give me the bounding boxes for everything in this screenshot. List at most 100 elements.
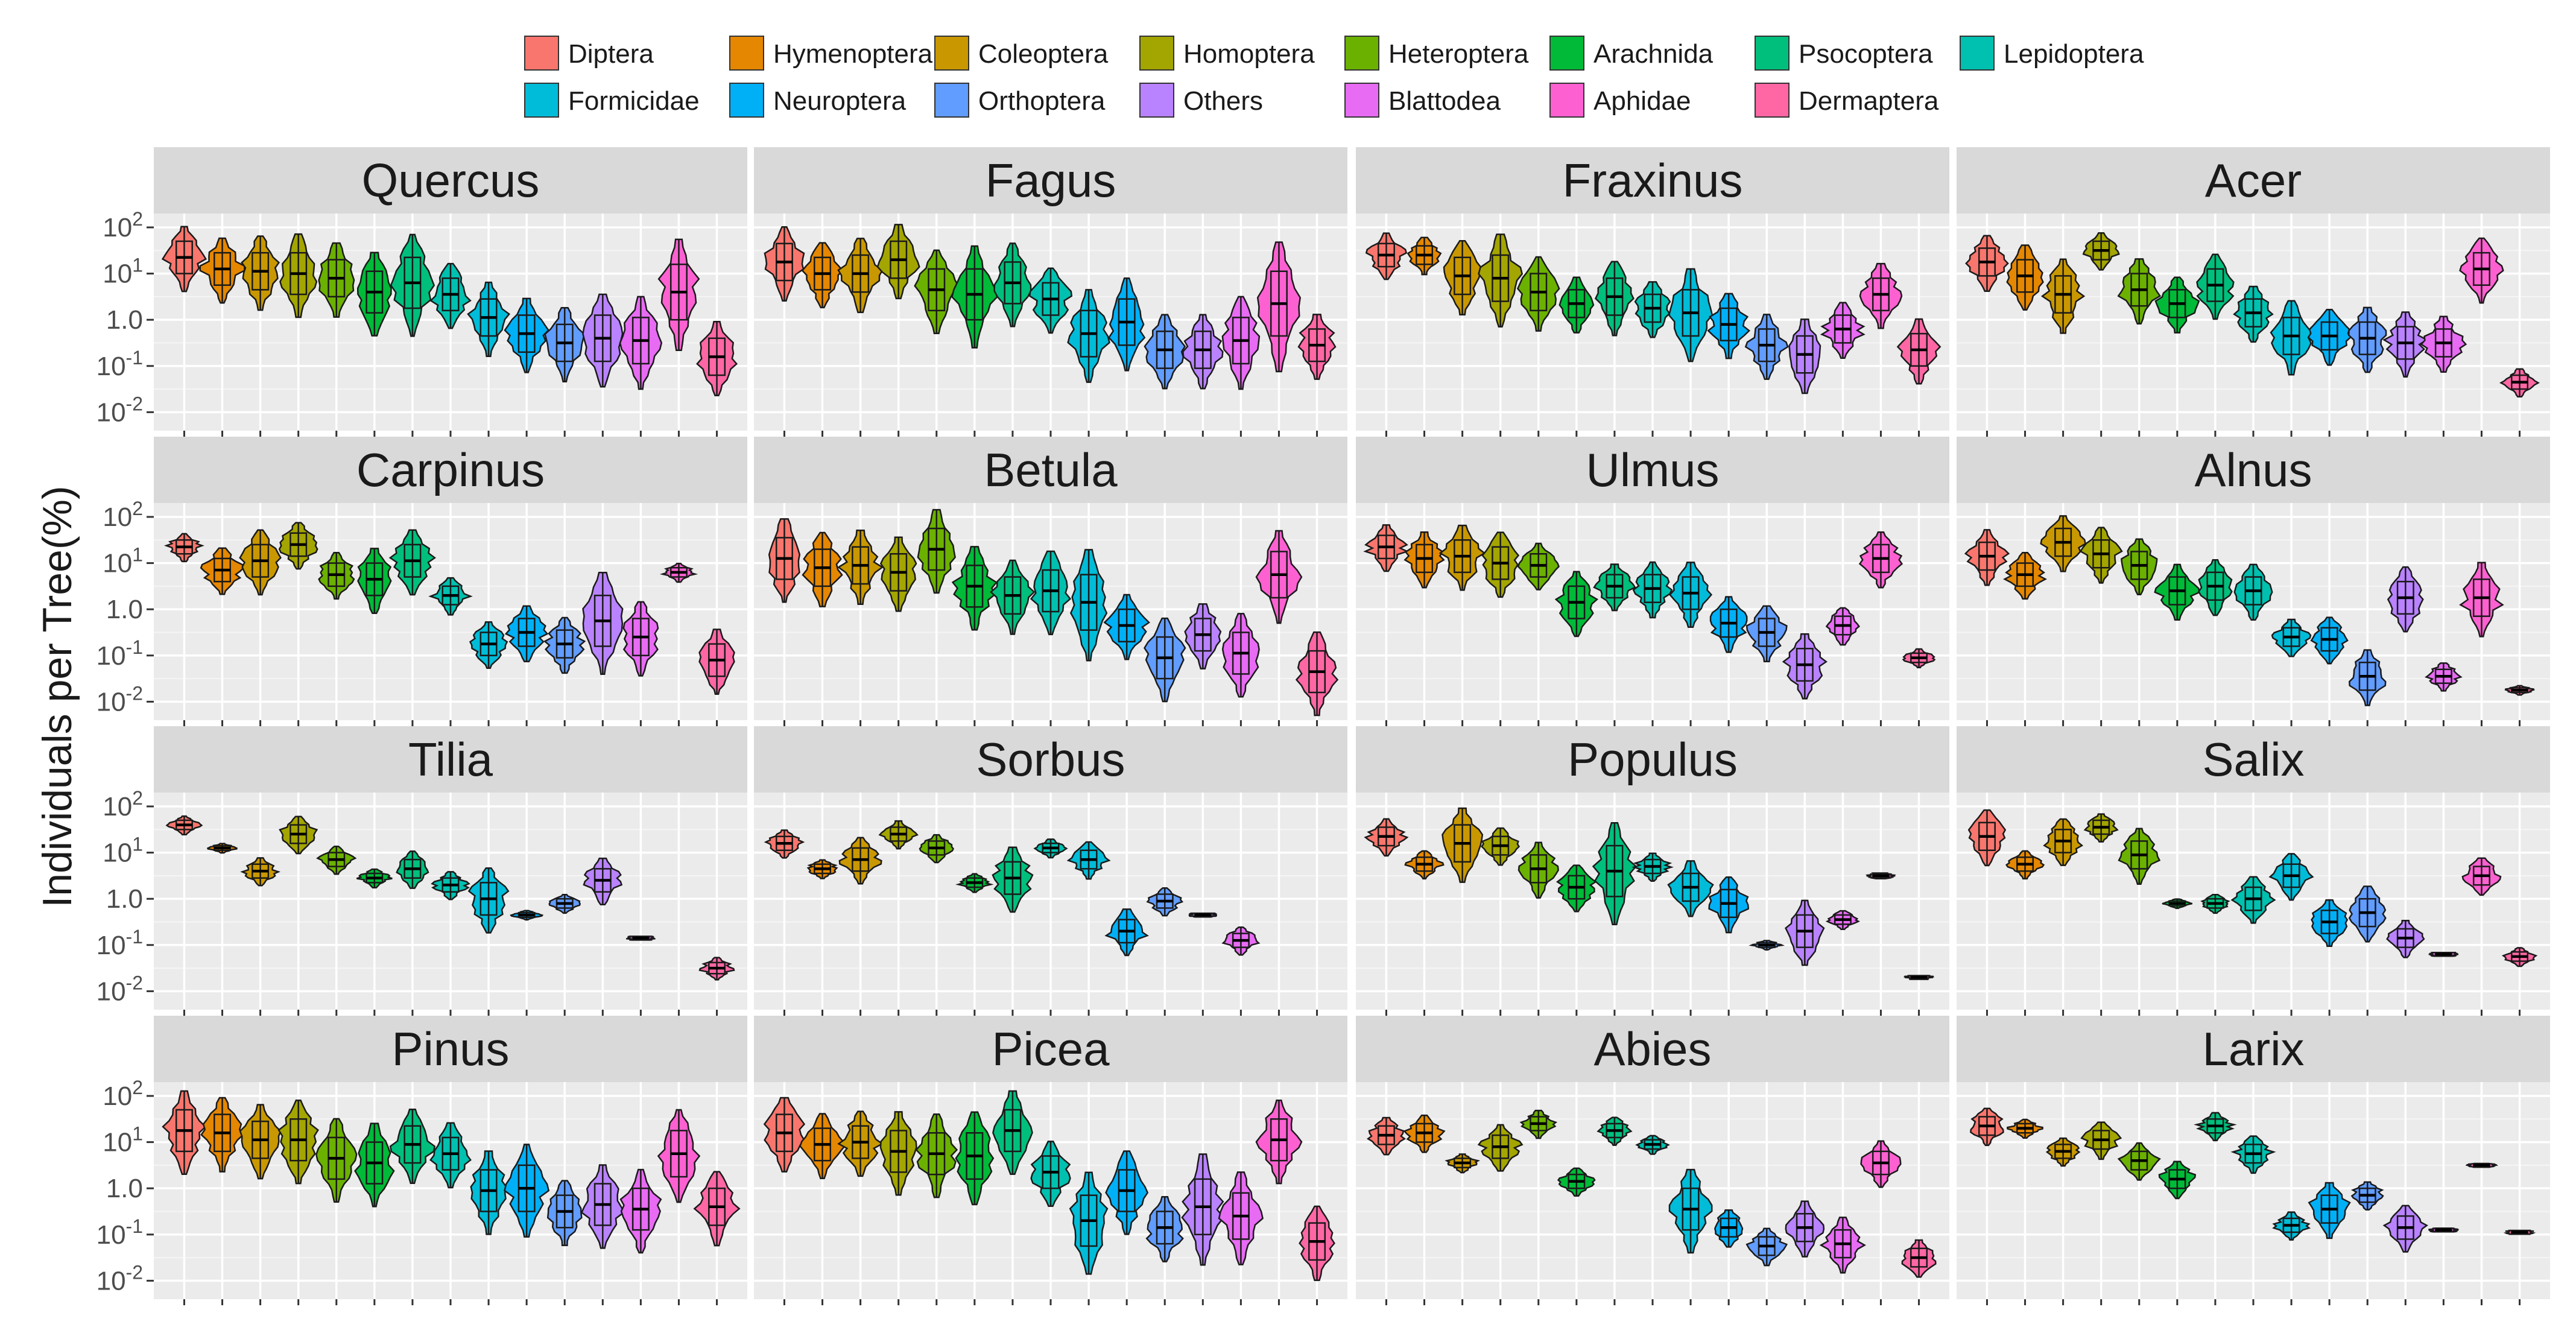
taxon-mark bbox=[2382, 311, 2429, 378]
taxon-mark bbox=[318, 242, 355, 318]
taxon-mark bbox=[879, 1111, 917, 1196]
legend-key bbox=[934, 36, 969, 71]
facet-title: Ulmus bbox=[1586, 443, 1719, 496]
taxon-mark bbox=[837, 529, 884, 605]
taxon-mark bbox=[200, 547, 245, 595]
taxon-mark bbox=[1858, 531, 1904, 589]
taxon-mark bbox=[622, 601, 659, 677]
taxon-mark bbox=[277, 1100, 319, 1185]
y-tick-label: 1.0 bbox=[106, 595, 143, 624]
legend-key bbox=[1139, 83, 1174, 118]
legend-item: Psocoptera bbox=[1755, 36, 1933, 71]
taxon-mark bbox=[2230, 876, 2276, 924]
taxon-mark bbox=[467, 867, 510, 934]
taxon-mark bbox=[1033, 838, 1068, 859]
facet-title: Fraxinus bbox=[1562, 154, 1742, 207]
taxon-mark bbox=[1557, 1167, 1596, 1197]
legend-key bbox=[1344, 36, 1379, 71]
taxon-mark bbox=[693, 1171, 741, 1247]
taxon-mark bbox=[1069, 1171, 1109, 1275]
taxon-mark bbox=[582, 572, 624, 676]
taxon-mark bbox=[504, 297, 549, 373]
taxon-mark bbox=[659, 563, 698, 583]
taxon-mark bbox=[837, 238, 884, 314]
facet-strip bbox=[154, 147, 747, 214]
legend-item: Arachnida bbox=[1549, 36, 1714, 71]
legend-item: Aphidae bbox=[1549, 83, 1691, 118]
taxon-mark bbox=[2420, 315, 2467, 373]
taxon-mark bbox=[2233, 285, 2274, 343]
taxon-mark bbox=[1901, 1239, 1937, 1278]
taxon-mark bbox=[315, 1118, 358, 1203]
taxon-mark bbox=[838, 837, 882, 885]
tick-exponent: -2 bbox=[126, 393, 143, 414]
taxon-mark bbox=[1221, 926, 1261, 956]
legend-item: Heteroptera bbox=[1344, 36, 1529, 71]
taxon-mark bbox=[543, 616, 586, 674]
taxon-mark bbox=[806, 859, 838, 879]
tick-exponent: 1 bbox=[132, 834, 143, 855]
taxon-mark bbox=[1554, 571, 1599, 638]
taxon-mark bbox=[657, 1109, 701, 1203]
taxon-mark bbox=[548, 894, 581, 914]
taxon-mark bbox=[1592, 822, 1638, 925]
taxon-mark bbox=[510, 910, 544, 921]
legend-key bbox=[1960, 36, 1995, 71]
taxon-mark bbox=[2158, 1160, 2197, 1200]
tick-exponent: -2 bbox=[126, 1261, 143, 1283]
taxon-mark bbox=[1366, 1116, 1406, 1156]
taxon-mark bbox=[1519, 1109, 1558, 1139]
taxon-mark bbox=[1441, 807, 1484, 883]
tick-base: 10 bbox=[97, 397, 126, 427]
taxon-mark bbox=[768, 518, 801, 603]
tick-base: 10 bbox=[97, 1266, 126, 1296]
taxon-mark bbox=[917, 508, 956, 594]
taxon-mark bbox=[1445, 1153, 1481, 1174]
taxon-mark bbox=[1859, 262, 1903, 329]
taxon-mark bbox=[279, 233, 318, 318]
tick-exponent: 1 bbox=[132, 255, 143, 276]
y-tick-label: 102 bbox=[103, 787, 143, 822]
taxon-mark bbox=[1145, 1196, 1184, 1262]
taxon-mark bbox=[764, 226, 805, 302]
taxon-mark bbox=[2233, 563, 2273, 621]
taxon-mark bbox=[1865, 872, 1897, 879]
taxon-mark bbox=[2465, 1162, 2498, 1168]
taxon-mark bbox=[356, 868, 393, 889]
y-tick-label: 10-2 bbox=[97, 393, 143, 427]
legend-label: Blattodea bbox=[1388, 86, 1501, 116]
tick-base: 10 bbox=[103, 502, 132, 532]
taxon-mark bbox=[278, 522, 318, 570]
legend-item: Neuroptera bbox=[729, 83, 907, 118]
legend-label: Aphidae bbox=[1593, 86, 1691, 116]
taxon-mark bbox=[1103, 594, 1150, 660]
facet-strip bbox=[1356, 437, 1949, 503]
taxon-mark bbox=[1481, 827, 1521, 866]
taxon-mark bbox=[2461, 857, 2502, 896]
taxon-mark bbox=[1108, 277, 1146, 372]
legend-item: Homoptera bbox=[1139, 36, 1315, 71]
taxon-mark bbox=[2271, 618, 2312, 657]
legend-item: Coleoptera bbox=[934, 36, 1109, 71]
tick-exponent: 1 bbox=[132, 1123, 143, 1145]
taxon-mark bbox=[1745, 1227, 1788, 1267]
taxon-mark bbox=[1255, 1100, 1303, 1185]
tick-base: 10 bbox=[97, 352, 126, 381]
y-tick-label: 10-2 bbox=[97, 1261, 143, 1296]
taxon-mark bbox=[354, 1122, 395, 1208]
taxon-mark bbox=[241, 235, 280, 311]
taxon-mark bbox=[2382, 1205, 2428, 1253]
taxon-mark bbox=[2154, 276, 2200, 334]
taxon-mark bbox=[1105, 1150, 1149, 1235]
taxon-mark bbox=[544, 307, 586, 383]
facet-panel: Larix bbox=[1957, 1016, 2550, 1305]
taxon-mark bbox=[1785, 899, 1825, 966]
tick-exponent: -2 bbox=[126, 972, 143, 993]
taxon-mark bbox=[1295, 631, 1339, 717]
taxon-mark bbox=[431, 871, 470, 901]
taxon-mark bbox=[1825, 910, 1860, 930]
taxon-mark bbox=[2040, 258, 2086, 334]
taxon-mark bbox=[1896, 318, 1941, 385]
legend-item: Orthoptera bbox=[934, 83, 1106, 118]
